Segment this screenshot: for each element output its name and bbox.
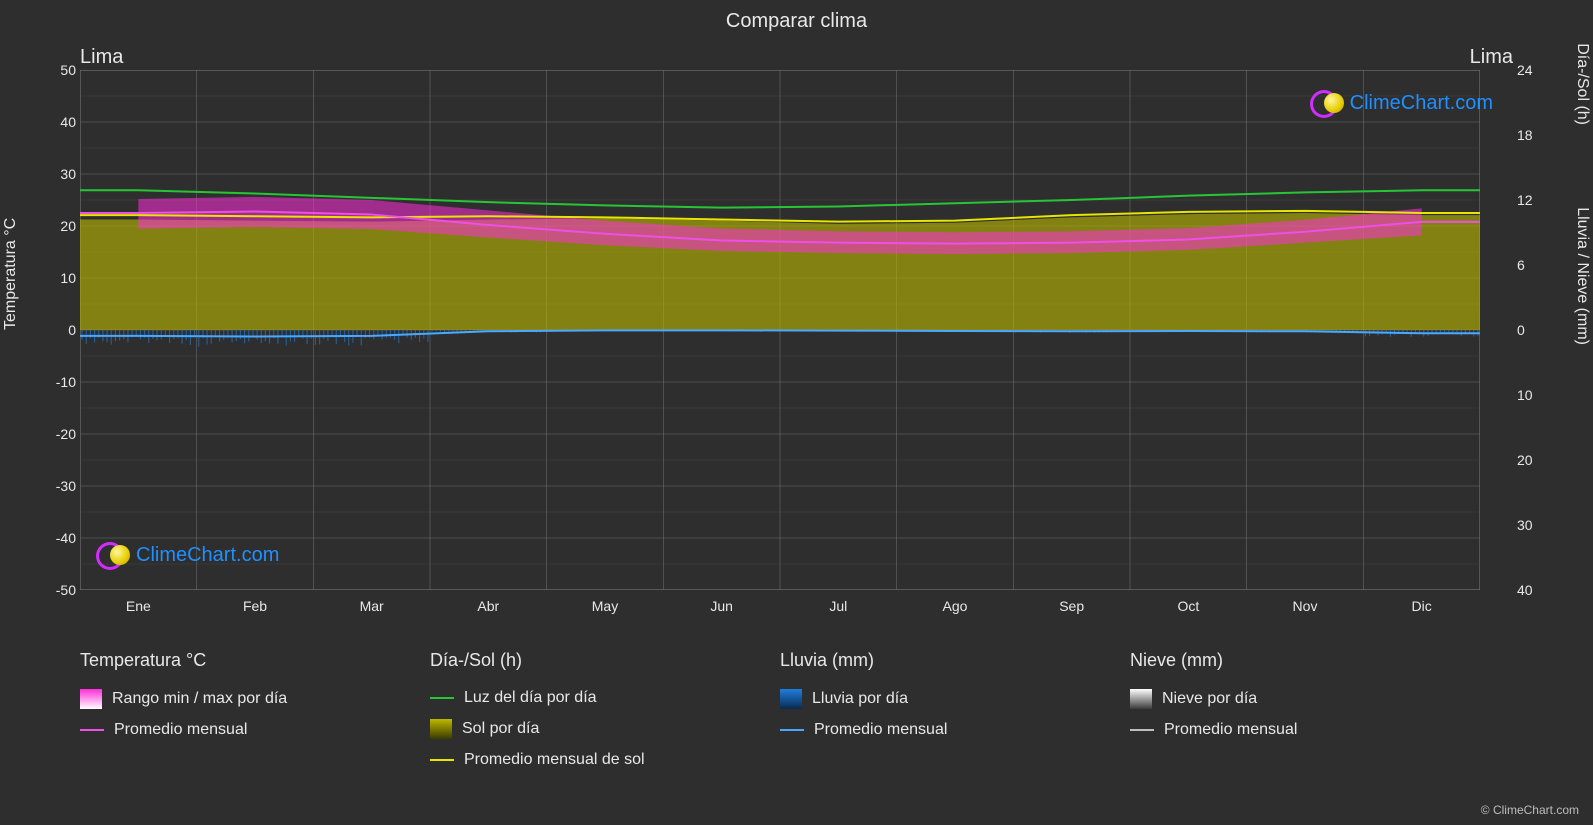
legend-item: Promedio mensual <box>1130 721 1480 739</box>
legend-item: Rango min / max por día <box>80 689 430 709</box>
legend-item: Promedio mensual de sol <box>430 751 780 769</box>
y-right-daysun-tick-label: 24 <box>1517 62 1543 78</box>
brand-text: ClimeChart.com <box>136 544 279 567</box>
legend-swatch-line <box>780 729 804 731</box>
y-axis-right-precip-label: Lluvia / Nieve (mm) <box>1573 207 1591 345</box>
legend-item: Sol por día <box>430 719 780 739</box>
y-axis-right-daysun-label: Día-/Sol (h) <box>1573 43 1591 125</box>
legend-item-label: Promedio mensual <box>114 721 247 739</box>
x-tick-label: Abr <box>477 598 499 614</box>
y-right-precip-tick-label: 10 <box>1517 387 1543 403</box>
y-right-precip-tick-label: 20 <box>1517 452 1543 468</box>
y-left-tick-label: -30 <box>48 478 76 494</box>
legend-swatch-fill <box>430 719 452 739</box>
x-tick-label: Jun <box>710 598 733 614</box>
legend-swatch-line <box>430 697 454 699</box>
legend-item: Lluvia por día <box>780 689 1130 709</box>
y-axis-left-label: Temperatura °C <box>2 218 20 330</box>
chart-svg <box>80 70 1480 590</box>
y-right-daysun-tick-label: 12 <box>1517 192 1543 208</box>
plot-area <box>80 70 1480 590</box>
legend-section-header: Día-/Sol (h) <box>430 650 780 671</box>
legend-item-label: Luz del día por día <box>464 689 597 707</box>
chart-container: Comparar clima Lima Lima Temperatura °C … <box>0 0 1593 825</box>
brand-icon <box>96 538 130 572</box>
legend-item-label: Promedio mensual de sol <box>464 751 645 769</box>
x-tick-label: Sep <box>1059 598 1084 614</box>
legend-item-label: Rango min / max por día <box>112 690 287 708</box>
brand-icon <box>1310 86 1344 120</box>
legend-swatch-line <box>80 729 104 731</box>
y-right-daysun-tick-label: 0 <box>1517 322 1543 338</box>
x-tick-label: Ago <box>943 598 968 614</box>
legend-section-header: Lluvia (mm) <box>780 650 1130 671</box>
x-tick-label: Oct <box>1177 598 1199 614</box>
y-left-tick-label: 30 <box>48 166 76 182</box>
y-left-tick-label: -40 <box>48 530 76 546</box>
y-right-precip-tick-label: 40 <box>1517 582 1543 598</box>
legend-swatch-fill <box>780 689 802 709</box>
legend-swatch-line <box>430 759 454 761</box>
y-left-tick-label: 50 <box>48 62 76 78</box>
x-tick-label: Ene <box>126 598 151 614</box>
x-tick-label: Jul <box>829 598 847 614</box>
watermark-top: ClimeChart.com <box>1310 86 1493 120</box>
legend-section: Temperatura °C Rango min / max por día Pro… <box>80 650 430 769</box>
legend-item: Luz del día por día <box>430 689 780 707</box>
y-right-precip-tick-label: 30 <box>1517 517 1543 533</box>
legend-item-label: Sol por día <box>462 720 539 738</box>
location-label-right: Lima <box>1470 46 1513 69</box>
y-left-tick-label: 40 <box>48 114 76 130</box>
y-left-tick-label: 0 <box>48 322 76 338</box>
legend-item: Promedio mensual <box>80 721 430 739</box>
legend-swatch-line <box>1130 729 1154 731</box>
y-left-tick-label: -50 <box>48 582 76 598</box>
legend-item-label: Promedio mensual <box>814 721 947 739</box>
y-left-tick-label: -20 <box>48 426 76 442</box>
legend-item: Promedio mensual <box>780 721 1130 739</box>
legend-section-header: Temperatura °C <box>80 650 430 671</box>
x-tick-label: Feb <box>243 598 267 614</box>
copyright-text: © ClimeChart.com <box>1481 803 1579 817</box>
y-left-tick-label: 10 <box>48 270 76 286</box>
x-tick-label: May <box>592 598 618 614</box>
legend-item-label: Lluvia por día <box>812 690 908 708</box>
y-right-daysun-tick-label: 6 <box>1517 257 1543 273</box>
x-tick-label: Dic <box>1412 598 1432 614</box>
watermark-bottom: ClimeChart.com <box>96 538 279 572</box>
x-tick-label: Nov <box>1293 598 1318 614</box>
y-right-daysun-tick-label: 18 <box>1517 127 1543 143</box>
y-left-tick-label: 20 <box>48 218 76 234</box>
legend-section-header: Nieve (mm) <box>1130 650 1480 671</box>
legend-section: Lluvia (mm) Lluvia por día Promedio mensua… <box>780 650 1130 769</box>
brand-text: ClimeChart.com <box>1350 92 1493 115</box>
legend-section: Día-/Sol (h) Luz del día por día Sol por d… <box>430 650 780 769</box>
legend-section: Nieve (mm) Nieve por día Promedio mensual <box>1130 650 1480 769</box>
legend-item-label: Promedio mensual <box>1164 721 1297 739</box>
legend-item-label: Nieve por día <box>1162 690 1257 708</box>
location-label-left: Lima <box>80 46 123 69</box>
legend-swatch-fill <box>1130 689 1152 709</box>
chart-title: Comparar clima <box>0 10 1593 33</box>
x-tick-label: Mar <box>360 598 384 614</box>
legend: Temperatura °C Rango min / max por día Pro… <box>80 650 1480 769</box>
legend-swatch-fill <box>80 689 102 709</box>
legend-item: Nieve por día <box>1130 689 1480 709</box>
y-left-tick-label: -10 <box>48 374 76 390</box>
